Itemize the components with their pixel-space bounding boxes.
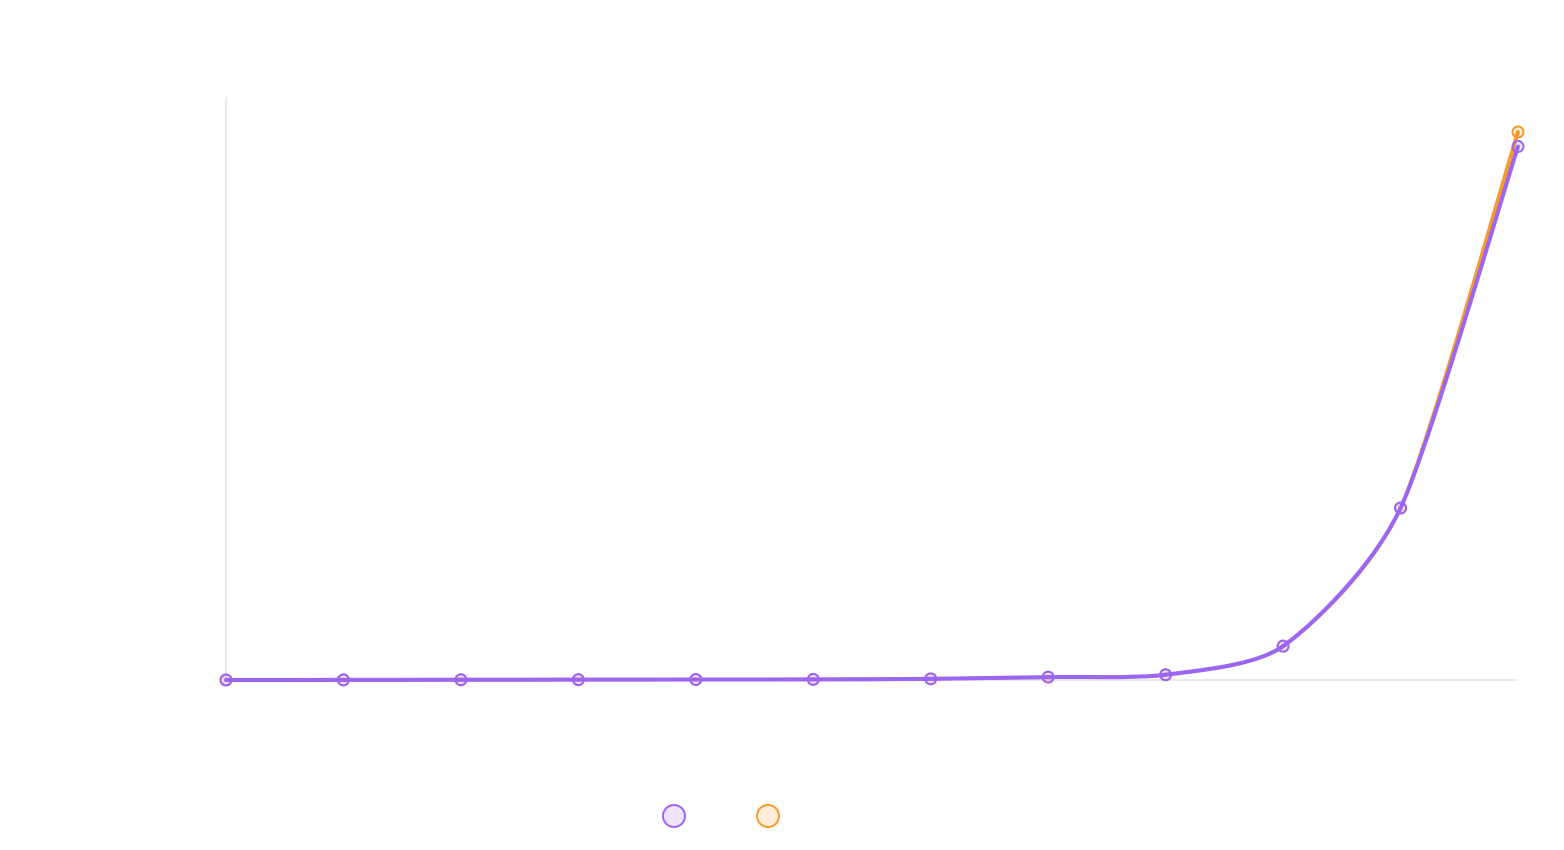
data-point[interactable]	[1511, 125, 1525, 139]
axes-group	[225, 97, 1518, 681]
legend[interactable]	[662, 804, 780, 828]
legend-marker-series-1[interactable]	[662, 804, 686, 828]
data-point[interactable]	[1041, 670, 1055, 684]
data-point[interactable]	[1511, 140, 1525, 154]
data-point[interactable]	[1276, 639, 1290, 653]
data-point[interactable]	[219, 673, 233, 687]
series-group	[219, 125, 1525, 687]
data-point[interactable]	[806, 672, 820, 686]
data-point[interactable]	[571, 673, 585, 687]
data-point[interactable]	[454, 673, 468, 687]
data-point[interactable]	[1394, 501, 1408, 515]
data-point[interactable]	[1159, 668, 1173, 682]
data-point[interactable]	[689, 673, 703, 687]
series-2	[219, 125, 1525, 687]
series-1	[219, 140, 1525, 687]
data-point[interactable]	[336, 673, 350, 687]
legend-marker-series-2[interactable]	[756, 804, 780, 828]
series-line	[224, 144, 1520, 682]
data-point[interactable]	[924, 672, 938, 686]
series-line	[224, 129, 1520, 682]
